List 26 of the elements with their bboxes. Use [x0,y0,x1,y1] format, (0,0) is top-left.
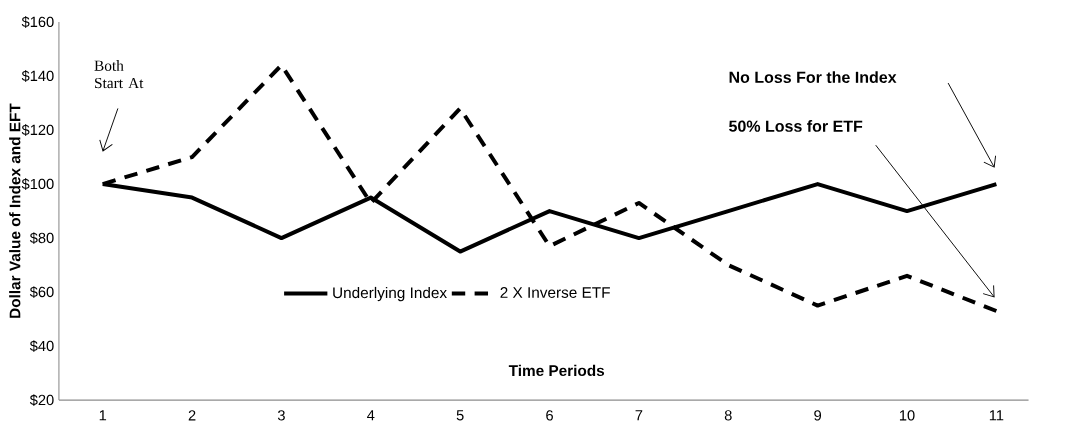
annotation: Both Start At [94,60,144,89]
legend-label: Underlying Index [333,286,447,302]
x-tick-label: 2 [188,410,196,421]
x-tick-label: 11 [989,410,1004,421]
x-tick-label: 8 [724,410,732,421]
x-tick-label: 9 [814,410,822,421]
y-tick-label: $160 [21,16,54,28]
x-tick-label: 3 [277,410,285,421]
y-tick-label: $140 [21,70,54,82]
annotation: 50% Loss for ETF [729,120,863,132]
y-axis-title: Dollar Value of Index and EFT [9,103,21,318]
x-tick-label: 1 [99,410,107,421]
x-tick-label: 10 [899,410,915,421]
y-tick-label: $100 [21,178,54,190]
x-axis-title: Time Periods [508,364,605,376]
x-tick-label: 5 [456,410,464,421]
x-tick-label: 6 [546,410,553,421]
x-tick-label: 4 [367,410,375,421]
y-tick-label: $80 [29,232,54,244]
annotation: No Loss For the Index [729,71,897,83]
y-tick-label: $40 [29,340,54,352]
y-tick-label: $60 [29,286,54,298]
legend-label: 2 X Inverse ETF [500,287,610,298]
x-tick-label: 7 [635,410,643,421]
y-tick-label: $120 [21,124,54,136]
y-tick-label: $20 [29,394,54,406]
